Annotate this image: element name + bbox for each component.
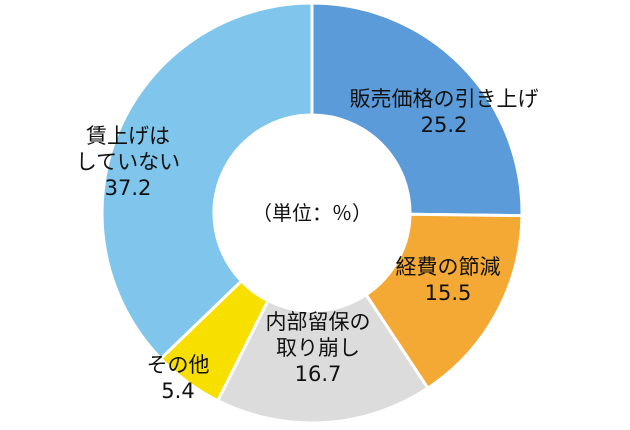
slice-label-line-2-1: 取り崩し [276,336,360,360]
unit-label: （単位：％） [252,201,372,225]
slice-label-3: その他 5.4 [147,353,210,403]
donut-slice-2 [215,292,430,425]
slice-labels: 販売価格の引き上げ 25.2 経費の節減 15.5 内部留保の取り崩し 16.7 その他 5.… [76,87,539,403]
slice-label-1: 経費の節減 15.5 [396,255,501,305]
donut-slices [100,1,524,425]
donut-slice-0 [310,1,524,218]
slice-label-0: 販売価格の引き上げ 25.2 [350,87,539,137]
slice-label-line-2-0: 内部留保の [266,310,371,334]
slice-label-line-0-0: 販売価格の引き上げ [350,87,539,111]
slice-label-line-3-0: その他 [147,353,210,377]
donut-slice-4 [100,1,314,361]
slice-value-4: 37.2 [105,176,152,200]
slice-label-line-4-1: していない [76,150,180,174]
slice-label-line-4-0: 賃上げは [86,124,170,148]
slice-label-line-1-0: 経費の節減 [396,255,501,279]
slice-value-2: 16.7 [295,362,342,386]
slice-value-1: 15.5 [425,281,472,305]
slice-value-3: 5.4 [161,379,194,403]
donut-slice-1 [363,212,524,391]
slice-label-2: 内部留保の取り崩し 16.7 [266,310,371,386]
slice-label-4: 賃上げはしていない 37.2 [76,124,180,200]
slice-value-0: 25.2 [421,113,468,137]
